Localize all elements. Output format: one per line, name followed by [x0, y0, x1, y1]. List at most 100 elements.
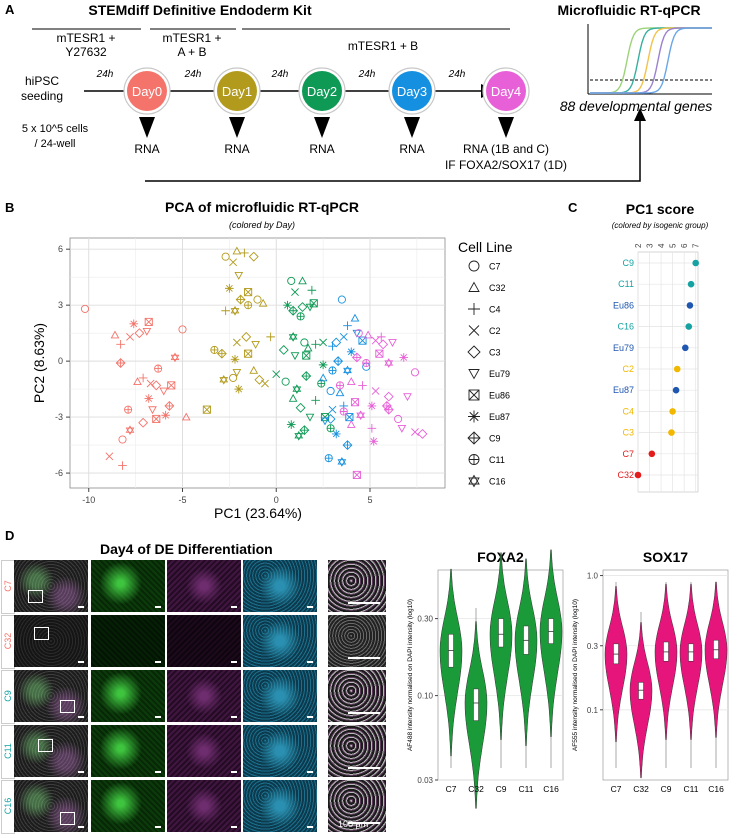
- pca-y-tick: -3: [55, 412, 63, 422]
- pca-y-label: PC2 (8.63%): [31, 323, 47, 403]
- pca-point-day1: [253, 295, 262, 304]
- pca-x-tick: 0: [274, 495, 279, 505]
- pca-point-day2: [290, 352, 300, 361]
- pca-point-day0: [134, 328, 145, 339]
- micrograph-c11-ch0: [14, 725, 88, 777]
- pca-point-day4: [410, 368, 420, 377]
- pc1-plot-area: [637, 251, 699, 493]
- pca-x-label: PC1 (23.64%): [214, 505, 302, 521]
- pca-point-day3: [318, 373, 328, 382]
- pca-point-day4: [399, 353, 409, 362]
- pca-point-day4: [371, 336, 380, 345]
- violin-c9: [654, 583, 678, 740]
- legend-marker-eu87: [468, 410, 480, 423]
- violin-c32: [629, 622, 653, 779]
- pca-point-day0: [126, 332, 134, 341]
- cells-line1: 5 x 10^5 cells: [22, 123, 89, 135]
- pca-y-tick: -6: [55, 468, 63, 478]
- pca-point-day2: [286, 420, 296, 429]
- pca-point-day2: [288, 305, 299, 316]
- pca-point-day4: [369, 437, 379, 446]
- pc1-dot-c3: [668, 429, 675, 436]
- pca-point-day2: [298, 276, 307, 285]
- legend-marker-c32: [468, 281, 480, 292]
- pca-point-day1: [240, 248, 249, 258]
- pca-point-day1: [234, 384, 244, 394]
- pc1-dot-eu86: [686, 302, 694, 309]
- pc1-dot-c7: [648, 450, 656, 458]
- pca-point-day0: [152, 414, 161, 424]
- pca-point-day3: [343, 321, 352, 331]
- pca-point-day0: [154, 364, 163, 373]
- scale-bar: [155, 661, 161, 663]
- rna-arrow: [404, 117, 420, 138]
- pca-point-day1: [249, 365, 259, 374]
- legend-marker-c7: [468, 260, 480, 272]
- violin-x-label-c11: C11: [519, 784, 534, 794]
- micrograph-c32-ch1: [91, 615, 165, 667]
- pc1-label-c2: C2: [622, 364, 634, 374]
- pca-point-day4: [375, 349, 384, 358]
- pca-point-day4: [358, 381, 367, 390]
- pca-point-day2: [301, 371, 312, 382]
- amplification-curve: [590, 27, 712, 94]
- scale-bar: [231, 661, 237, 663]
- micrograph-c16-ch2: [167, 780, 241, 832]
- pca-point-day4: [411, 428, 419, 436]
- violin-x-label-c7: C7: [446, 784, 457, 794]
- legend-marker-c3: [467, 345, 481, 359]
- pc1-subtitle: (colored by isogenic group): [612, 221, 709, 230]
- pc1-dot-c2: [673, 365, 681, 373]
- pca-point-day4: [346, 377, 356, 385]
- pca-point-day0: [115, 358, 126, 368]
- rna-arrow: [314, 117, 330, 138]
- zoom-region-box: [60, 700, 75, 713]
- rna-label-4: RNA (1B and C): [463, 142, 549, 156]
- pca-point-day1: [210, 345, 219, 354]
- micrograph-c9-ch4: [328, 670, 386, 722]
- panel-letter-b: B: [5, 200, 15, 215]
- legend-marker-c9: [467, 431, 481, 445]
- zoom-region-box: [28, 590, 43, 603]
- day-node-day4: Day4: [482, 67, 530, 115]
- violin-x-label-c9: C9: [496, 784, 507, 794]
- pc1-x-tick: 7: [692, 243, 701, 248]
- amplification-curve: [590, 27, 712, 94]
- pc1-label-c7: C7: [622, 449, 634, 459]
- box-c11: [688, 643, 694, 662]
- pca-y-tick: 0: [58, 356, 63, 366]
- micrograph-c16-ch3: [243, 780, 317, 832]
- pca-point-day2: [295, 402, 306, 413]
- pca-point-day1: [254, 374, 265, 385]
- scale-bar: [231, 826, 237, 828]
- scale-bar: [348, 822, 380, 824]
- pca-subtitle: (colored by Day): [229, 220, 295, 230]
- pca-point-day1: [221, 306, 230, 316]
- legend-label-c2: C2: [489, 326, 501, 336]
- pca-point-day2: [283, 300, 292, 310]
- pc1-label-c4: C4: [622, 406, 634, 416]
- violin-y-label: AF555 intensity normalised on DAPI inten…: [572, 599, 579, 751]
- pca-point-day4: [397, 424, 407, 433]
- row-label-text: C32: [3, 632, 13, 650]
- pca-point-day0: [144, 394, 154, 403]
- pca-point-day2: [297, 302, 308, 312]
- pca-point-day3: [324, 454, 333, 463]
- amplification-curve: [590, 27, 712, 94]
- pc1-dot-c32: [634, 471, 642, 479]
- pca-point-day2: [296, 312, 305, 321]
- pca-point-day3: [339, 332, 348, 341]
- pca-point-day1: [248, 251, 259, 262]
- pca-point-day2: [311, 395, 320, 405]
- scale-bar: [155, 771, 161, 773]
- pca-point-day3: [331, 429, 341, 439]
- panel-letter-d: D: [5, 528, 15, 543]
- pca-point-day2: [291, 288, 299, 297]
- violin-x-label-c7: C7: [611, 784, 622, 794]
- pc1-dot-eu87: [672, 386, 680, 394]
- pca-point-day0: [116, 340, 125, 349]
- zoom-region-box: [34, 627, 49, 640]
- micrograph-c7-ch4: [328, 560, 386, 612]
- panel-a-diagram: STEMdiff Definitive Endoderm Kit Microfl…: [21, 2, 712, 182]
- pc1-label-c3: C3: [622, 428, 634, 438]
